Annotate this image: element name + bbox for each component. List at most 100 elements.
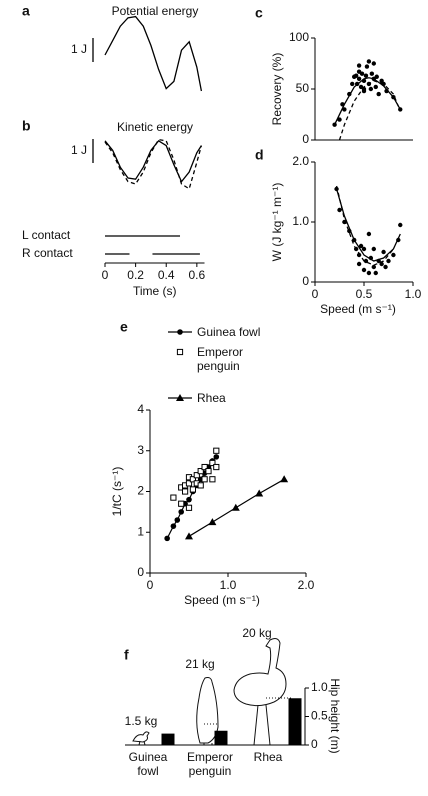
marker-circle: [398, 222, 403, 228]
silhouettes: [132, 638, 292, 746]
panel-title: Kinetic energy: [117, 120, 193, 134]
panel-title: Potential energy: [112, 4, 199, 18]
marker-circle: [366, 231, 372, 237]
y-tick-label: 0.5: [311, 709, 328, 723]
energy-line: [104, 139, 202, 183]
x-axis-label: Speed (m s⁻¹): [320, 302, 396, 316]
legend-marker: [177, 329, 183, 335]
marker-circle: [342, 107, 347, 112]
marker-square: [170, 494, 177, 501]
marker-circle: [383, 264, 388, 270]
marker-circle: [359, 71, 365, 76]
legend-label: Rhea: [197, 391, 226, 405]
marker-square: [185, 504, 193, 511]
legend-marker: [176, 394, 184, 401]
marker-circle: [356, 63, 362, 68]
x-tick-label: 0: [147, 578, 154, 592]
marker-circle: [361, 246, 367, 252]
marker-circle: [356, 76, 362, 82]
fit-line: [335, 185, 394, 266]
marker-triangle: [185, 532, 193, 540]
marker-square: [197, 468, 204, 475]
marker-circle: [376, 91, 381, 97]
mass-label: 20 kg: [242, 626, 271, 640]
marker-circle: [368, 86, 374, 92]
y-tick-label: 1.0: [292, 214, 309, 228]
rhea-icon: [233, 638, 287, 746]
marker-triangle: [280, 475, 289, 483]
category-label: Rhea: [253, 750, 283, 764]
marker-circle: [366, 59, 372, 64]
y-tick-label: 50: [296, 81, 310, 95]
marker-circle: [363, 73, 369, 78]
marker-square: [201, 476, 208, 483]
panel-letter: e: [120, 319, 128, 335]
marker-circle: [332, 122, 337, 127]
y-tick-label: 0: [311, 737, 318, 751]
marker-triangle: [208, 518, 217, 526]
marker-circle: [213, 454, 220, 460]
marker-square: [185, 480, 193, 487]
panel-letter: b: [22, 118, 31, 134]
panel-letter: a: [22, 3, 30, 19]
panel-letter: c: [255, 5, 263, 21]
bar: [288, 698, 302, 745]
y-tick-label: 0: [302, 274, 309, 288]
marker-circle: [371, 61, 376, 66]
marker-square: [209, 476, 216, 483]
marker-square: [205, 468, 212, 475]
marker-circle: [371, 246, 376, 252]
marker-circle: [381, 249, 386, 255]
scale-bar-label: 1 J: [71, 143, 87, 157]
bar: [161, 733, 175, 745]
marker-circle: [373, 84, 378, 90]
contact-label: R contact: [22, 246, 73, 260]
marker-square: [209, 459, 216, 467]
marker-circle: [386, 258, 391, 264]
marker-square: [193, 472, 200, 479]
category-label: Guinea fowl: [128, 750, 168, 778]
marker-circle: [353, 73, 359, 78]
marker-circle: [361, 267, 367, 273]
x-axis-label: Speed (m s⁻¹): [184, 593, 260, 607]
y-axis-label: Recovery (%): [270, 53, 284, 126]
y-tick-label: 0: [302, 132, 309, 146]
fit-line: [334, 77, 401, 125]
x-tick-label: 0.6: [189, 268, 206, 282]
marker-circle: [356, 252, 362, 258]
marker-square: [213, 447, 220, 454]
marker-circle: [369, 71, 375, 76]
marker-square: [178, 500, 185, 507]
marker-square: [189, 476, 197, 483]
marker-circle: [186, 496, 192, 503]
y-tick-label: 100: [289, 30, 309, 44]
contact-label: L contact: [22, 228, 71, 242]
fit-line: [338, 80, 399, 141]
y-axis-label: Hip height (m): [328, 678, 342, 753]
legend-label: Guinea fowl: [197, 325, 261, 339]
marker-circle: [178, 509, 184, 515]
marker-square: [189, 486, 197, 493]
marker-square: [201, 463, 208, 471]
marker-circle: [371, 264, 376, 270]
y-tick-label: 2: [137, 484, 144, 498]
panel-letter: f: [124, 647, 129, 663]
marker-circle: [170, 523, 177, 529]
y-tick-label: 4: [137, 402, 144, 416]
bar: [214, 730, 228, 745]
x-tick-label: 2.0: [298, 578, 315, 592]
marker-circle: [366, 270, 372, 276]
marker-square: [213, 463, 220, 471]
x-tick-label: 0.5: [356, 287, 373, 301]
category-label: Emperor penguin: [186, 750, 233, 778]
y-tick-label: 3: [137, 443, 144, 457]
y-tick-label: 1.0: [311, 680, 328, 694]
y-tick-label: 0: [137, 565, 144, 579]
x-tick-label: 0.4: [158, 268, 175, 282]
x-tick-label: 0.2: [127, 268, 144, 282]
marker-triangle: [255, 489, 264, 497]
mass-label: 1.5 kg: [125, 714, 158, 728]
marker-circle: [374, 74, 379, 79]
